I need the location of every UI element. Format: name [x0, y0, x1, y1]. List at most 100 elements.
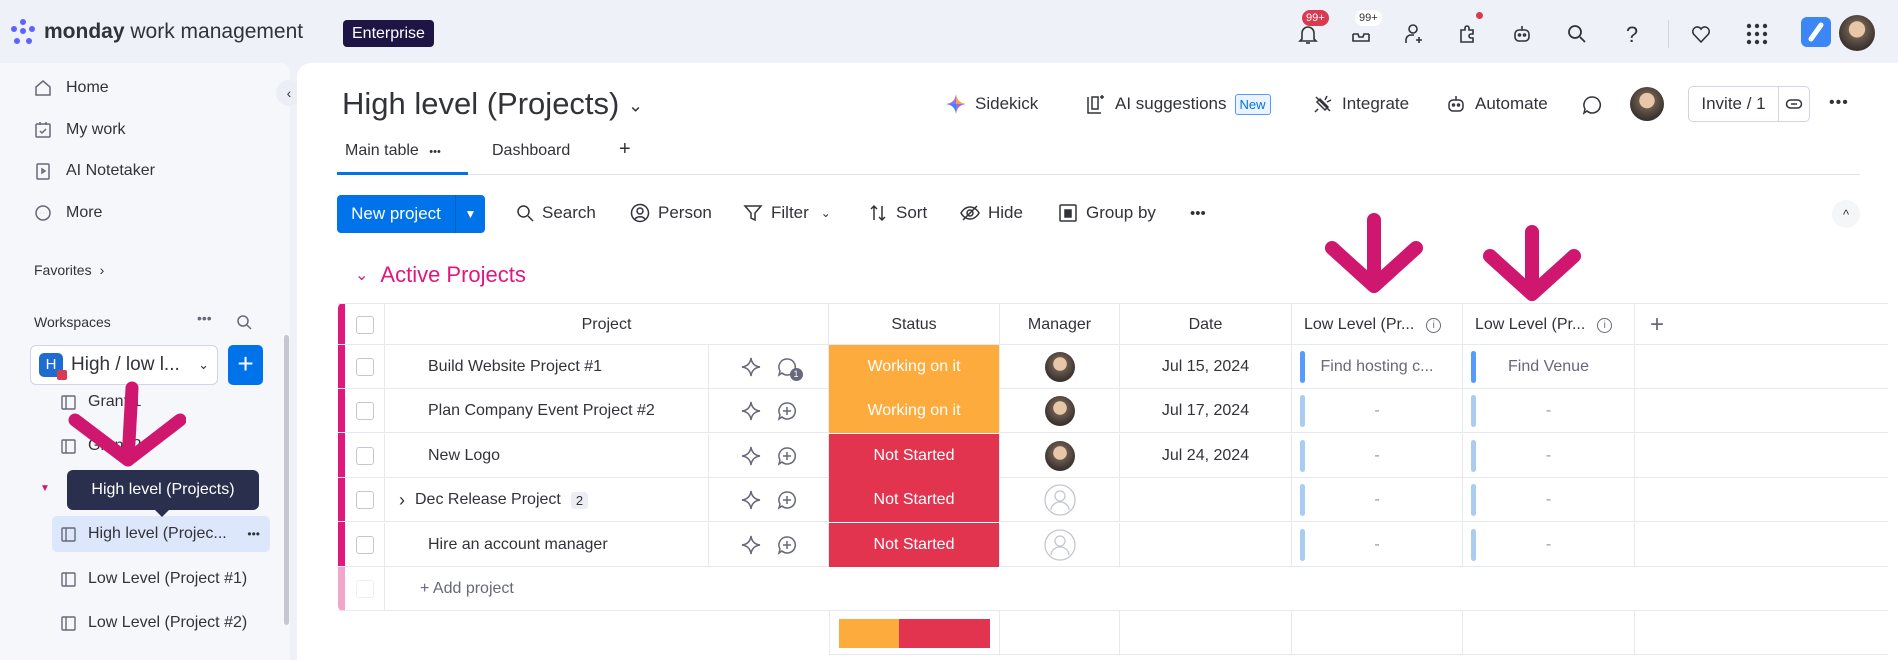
status-cell[interactable]: Working on it: [829, 389, 1000, 434]
sparkle-icon[interactable]: [740, 356, 762, 378]
workspace-selector[interactable]: H High / low l... ⌄: [30, 345, 218, 385]
low-level-2-cell[interactable]: -: [1463, 389, 1635, 434]
project-name-cell[interactable]: › Dec Release Project 2: [385, 478, 709, 523]
column-header-status[interactable]: Status: [829, 304, 1000, 346]
low-level-2-cell[interactable]: -: [1463, 433, 1635, 478]
chevron-down-icon[interactable]: ⌄: [355, 267, 369, 284]
tab-dashboard[interactable]: Dashboard: [492, 142, 570, 160]
low-level-2-cell[interactable]: -: [1463, 522, 1635, 567]
manager-cell[interactable]: [1000, 433, 1120, 478]
sparkle-icon[interactable]: [740, 445, 762, 467]
sidebar-item-more[interactable]: More: [34, 204, 102, 222]
updates-button[interactable]: [776, 489, 798, 511]
add-view-button[interactable]: +: [619, 138, 631, 161]
low-level-1-cell[interactable]: Find hosting c...: [1292, 345, 1463, 389]
project-name-cell[interactable]: Hire an account manager: [385, 522, 709, 567]
person-filter-button[interactable]: Person: [630, 203, 712, 223]
row-checkbox[interactable]: [355, 402, 374, 421]
help-button[interactable]: ?: [1620, 22, 1644, 47]
column-header-project[interactable]: Project: [385, 304, 829, 346]
date-cell[interactable]: Jul 15, 2024: [1120, 345, 1292, 389]
group-by-button[interactable]: Group by: [1058, 203, 1156, 223]
collapse-header-button[interactable]: ^: [1832, 200, 1860, 228]
toolbar-more-button[interactable]: •••: [1190, 205, 1206, 222]
table-row[interactable]: Plan Company Event Project #2 Working on…: [338, 389, 1888, 434]
board-more-button[interactable]: •••: [1829, 94, 1849, 111]
low-level-1-cell[interactable]: -: [1292, 478, 1463, 523]
low-level-2-cell[interactable]: -: [1463, 478, 1635, 523]
updates-button[interactable]: [776, 534, 798, 556]
filter-button[interactable]: Filter ⌄: [743, 203, 831, 223]
workspaces-search-icon[interactable]: [236, 314, 252, 330]
status-summary-segment[interactable]: [899, 618, 990, 648]
sort-button[interactable]: Sort: [868, 203, 927, 223]
empty-person-icon[interactable]: [1043, 528, 1076, 561]
search-everything-button[interactable]: [1565, 22, 1589, 46]
group-header[interactable]: ⌄ Active Projects: [355, 262, 526, 288]
chevron-down-icon[interactable]: ▼: [455, 195, 485, 233]
updates-button[interactable]: [776, 400, 798, 422]
ai-suggestions-button[interactable]: AI suggestions New: [1085, 93, 1271, 115]
status-summary-segment[interactable]: [839, 618, 900, 648]
status-summary-cell[interactable]: [829, 611, 1000, 655]
row-checkbox[interactable]: [355, 535, 374, 554]
manager-cell[interactable]: [1000, 522, 1120, 567]
automate-button[interactable]: Automate: [1445, 93, 1548, 115]
feedback-button[interactable]: [1689, 22, 1713, 46]
board-title[interactable]: High level (Projects) ⌄: [342, 86, 643, 122]
updates-button[interactable]: 1: [776, 356, 803, 381]
sparkle-icon[interactable]: [740, 400, 762, 422]
low-level-1-cell[interactable]: -: [1292, 433, 1463, 478]
sparkle-icon[interactable]: [740, 489, 762, 511]
empty-person-icon[interactable]: [1043, 484, 1076, 516]
sidebar-scrollbar[interactable]: [284, 335, 289, 625]
expand-subitems-icon[interactable]: ›: [399, 489, 405, 510]
add-column-button[interactable]: +: [1635, 304, 1679, 346]
tab-main-table[interactable]: Main table •••: [345, 142, 441, 160]
info-icon[interactable]: i: [1597, 317, 1613, 333]
sidebar-item-home[interactable]: Home: [34, 79, 109, 97]
subitems-count[interactable]: 2: [570, 491, 589, 509]
info-icon[interactable]: i: [1426, 317, 1442, 333]
sidebar-board-item[interactable]: Low Level (Project #2): [52, 605, 270, 641]
status-cell[interactable]: Not Started: [829, 522, 1000, 567]
sparkle-icon[interactable]: [740, 534, 762, 556]
table-row[interactable]: New Logo Not Started Jul 24, 2024 - -: [338, 433, 1888, 478]
date-cell[interactable]: Jul 24, 2024: [1120, 433, 1292, 478]
status-cell[interactable]: Not Started: [829, 433, 1000, 478]
sidebar-board-item[interactable]: High level (Projec... •••: [52, 516, 270, 552]
date-cell[interactable]: [1120, 478, 1292, 523]
invite-button[interactable]: Invite / 1: [1689, 87, 1779, 121]
row-checkbox[interactable]: [355, 446, 374, 465]
low-level-2-cell[interactable]: Find Venue: [1463, 345, 1635, 389]
integrate-button[interactable]: Integrate: [1312, 93, 1409, 115]
manager-avatar[interactable]: [1044, 396, 1075, 427]
user-avatar[interactable]: [1839, 15, 1875, 51]
date-cell[interactable]: Jul 17, 2024: [1120, 389, 1292, 434]
account-logo-icon[interactable]: [1801, 17, 1831, 47]
sidebar-board-item[interactable]: Low Level (Project #1): [52, 561, 270, 597]
low-level-1-cell[interactable]: -: [1292, 522, 1463, 567]
hide-button[interactable]: Hide: [960, 203, 1023, 223]
favorites-section[interactable]: Favorites ›: [34, 262, 104, 278]
workspaces-more-icon[interactable]: •••: [197, 310, 212, 326]
updates-chat-icon[interactable]: [1581, 94, 1603, 116]
folder-caret-icon[interactable]: ▼: [40, 483, 50, 494]
table-row[interactable]: Build Website Project #1 1 Working on it…: [338, 345, 1888, 389]
sidebar-item-my-work[interactable]: My work: [34, 121, 126, 139]
manager-cell[interactable]: [1000, 389, 1120, 434]
table-row[interactable]: › Dec Release Project 2 Not Started - -: [338, 478, 1888, 523]
row-checkbox[interactable]: [355, 491, 374, 510]
table-row[interactable]: Hire an account manager Not Started - -: [338, 522, 1888, 567]
search-button[interactable]: Search: [516, 203, 596, 223]
sidebar-item-ai-notetaker[interactable]: AI Notetaker: [34, 162, 155, 180]
notifications-button[interactable]: 99+: [1296, 10, 1329, 46]
apps-button[interactable]: [1456, 12, 1483, 46]
board-owner-avatar[interactable]: [1630, 87, 1664, 121]
project-name-cell[interactable]: Plan Company Event Project #2: [385, 389, 709, 434]
board-more-icon[interactable]: •••: [247, 527, 260, 541]
app-logo[interactable]: monday work management: [10, 18, 303, 46]
column-header-low-level-1[interactable]: Low Level (Pr... i: [1292, 304, 1463, 346]
manager-cell[interactable]: [1000, 345, 1120, 389]
chevron-down-icon[interactable]: ⌄: [820, 206, 831, 220]
